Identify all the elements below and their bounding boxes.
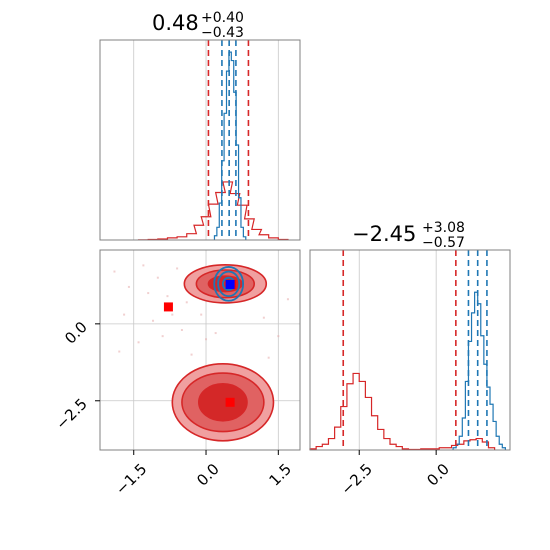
joint-panel: −1.5 0.0 1.5 0.0 −2.5 <box>52 249 301 499</box>
joint-panel-frame <box>99 249 301 451</box>
faint-sample-14 <box>190 353 193 356</box>
top-title-minus: −0.43 <box>201 25 244 41</box>
top-hist-red <box>137 181 289 241</box>
right-title-minus: −0.57 <box>422 235 465 251</box>
top-title: 0.48 +0.40 −0.43 <box>152 10 244 41</box>
top-panel-frame <box>99 39 301 241</box>
joint-ytick-label-0: 0.0 <box>61 318 91 348</box>
faint-sample-1 <box>127 285 130 288</box>
faint-sample-3 <box>156 276 159 279</box>
marker-blue-3 <box>225 279 235 289</box>
faint-sample-21 <box>214 332 217 335</box>
right-title-value: −2.45 <box>352 222 416 246</box>
right-title: −2.45 +3.08 −0.57 <box>352 220 465 251</box>
top-panel-bg <box>100 40 300 240</box>
red-contour-mode1-level2 <box>197 383 248 422</box>
marker-red-0 <box>163 302 173 312</box>
faint-sample-9 <box>152 319 155 322</box>
faint-sample-20 <box>200 313 203 316</box>
right-marginal-panel: −2.5 0.0 <box>309 249 511 499</box>
right-xtick-label-1: 0.0 <box>423 460 453 490</box>
right-xtick-label-0: −2.5 <box>337 460 375 498</box>
faint-sample-15 <box>118 350 121 353</box>
faint-sample-18 <box>286 298 289 301</box>
faint-sample-11 <box>137 341 140 344</box>
right-panel-bg <box>310 250 510 450</box>
faint-sample-5 <box>176 267 179 270</box>
faint-sample-8 <box>123 313 126 316</box>
joint-ytick-label-1: −2.5 <box>52 395 90 433</box>
marker-red-2 <box>225 397 235 407</box>
faint-sample-22 <box>147 292 150 295</box>
faint-sample-19 <box>267 356 270 359</box>
faint-sample-23 <box>171 313 174 316</box>
faint-sample-17 <box>277 335 280 338</box>
faint-sample-0 <box>113 270 116 273</box>
faint-sample-10 <box>180 329 183 331</box>
top-hist-blue <box>213 51 247 240</box>
faint-sample-4 <box>166 295 169 298</box>
blue-contour-level0 <box>213 266 245 302</box>
right-panel-frame <box>309 249 511 451</box>
joint-xtick-label-1: 0.0 <box>193 460 223 490</box>
faint-sample-2 <box>142 264 145 267</box>
top-title-value: 0.48 <box>152 11 199 35</box>
right-hist-red <box>309 372 496 451</box>
faint-sample-16 <box>262 316 265 319</box>
top-marginal-panel <box>99 39 301 241</box>
faint-sample-6 <box>185 301 188 304</box>
right-title-plus: +3.08 <box>422 220 465 236</box>
joint-xtick-label-0: −1.5 <box>112 460 150 498</box>
faint-sample-12 <box>161 335 164 338</box>
faint-sample-13 <box>205 338 208 341</box>
joint-xtick-label-2: 1.5 <box>265 460 295 490</box>
right-hist-blue <box>452 291 506 450</box>
blue-contour-level1 <box>217 270 241 298</box>
top-title-plus: +0.40 <box>201 10 244 26</box>
